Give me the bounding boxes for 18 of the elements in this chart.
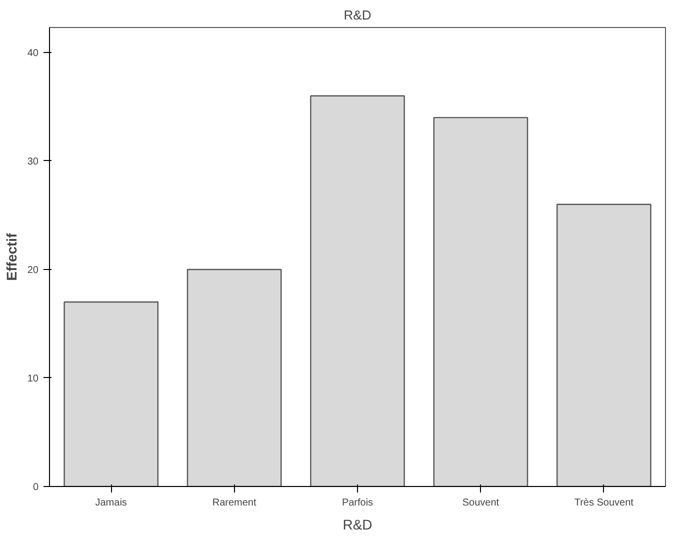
chart-title: R&D — [344, 8, 372, 22]
bar — [186, 268, 282, 486]
y-tick-label: 10 — [27, 373, 39, 384]
x-axis-title: R&D — [342, 516, 372, 532]
x-tick-label: Parfois — [342, 498, 374, 508]
y-tick-label: 40 — [27, 48, 39, 59]
y-tick-label: 30 — [27, 156, 39, 168]
x-tick-label: Très Souvent — [574, 498, 634, 508]
x-tick-label: Rarement — [212, 498, 256, 508]
bar — [556, 204, 652, 486]
y-tick-label: 0 — [32, 482, 39, 493]
y-tick-label: 20 — [27, 264, 39, 276]
bar — [433, 116, 528, 486]
y-axis-title: Effectif — [3, 232, 20, 281]
bar — [310, 95, 405, 486]
x-tick-label: Jamais — [95, 498, 127, 508]
bar — [64, 301, 159, 486]
x-tick-label: Souvent — [462, 498, 500, 508]
